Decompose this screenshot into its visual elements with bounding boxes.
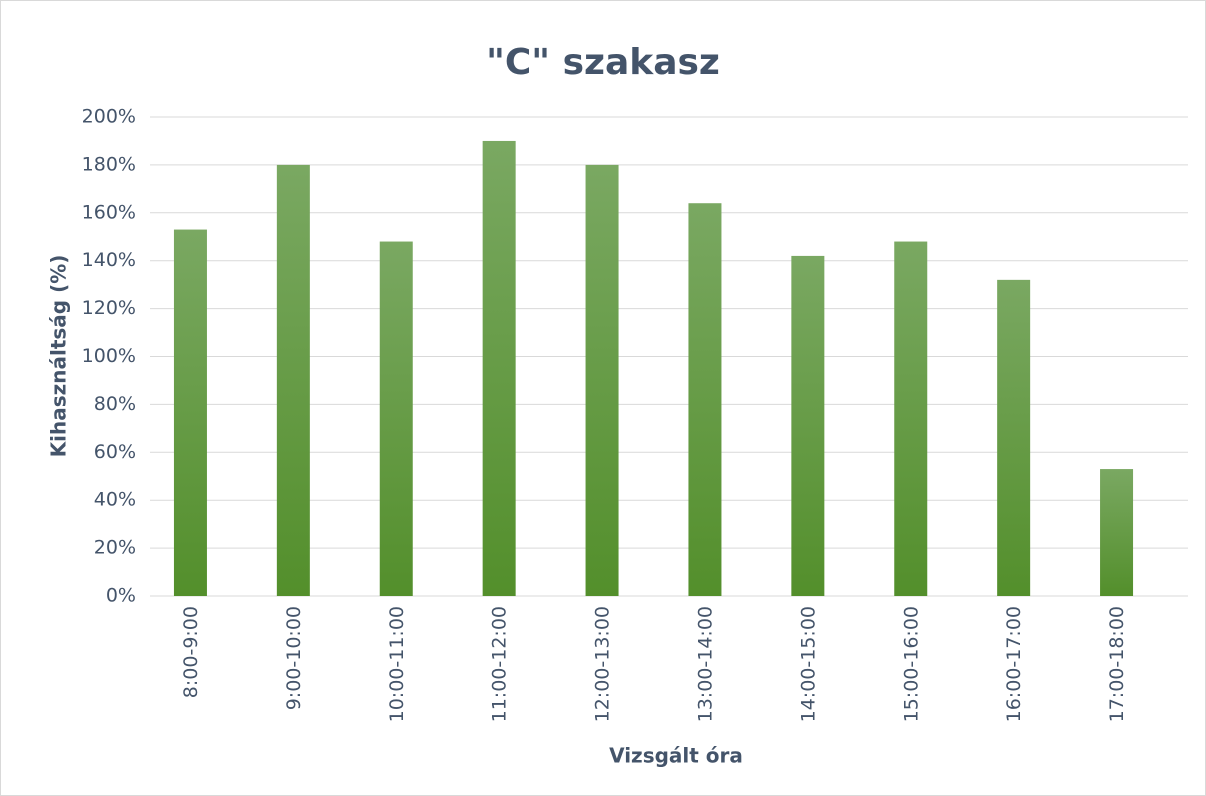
y-tick-label: 200% bbox=[82, 106, 136, 128]
x-axis-title: Vizsgált óra bbox=[609, 744, 743, 768]
y-tick-label: 0% bbox=[106, 585, 136, 607]
bar bbox=[173, 229, 207, 596]
x-tick-label: 12:00-13:00 bbox=[592, 606, 614, 722]
y-axis-title: Kihasználtság (%) bbox=[47, 255, 71, 458]
bar bbox=[1100, 469, 1134, 596]
y-tick-label: 100% bbox=[82, 345, 136, 367]
bar bbox=[276, 164, 310, 596]
x-tick-label: 14:00-15:00 bbox=[797, 606, 819, 722]
bar bbox=[688, 203, 722, 596]
y-tick-label: 120% bbox=[82, 297, 136, 319]
y-tick-label: 20% bbox=[94, 537, 136, 559]
x-tick-label: 15:00-16:00 bbox=[900, 606, 922, 722]
chart-title: "C" szakasz bbox=[486, 42, 720, 83]
x-tick-label: 9:00-10:00 bbox=[283, 606, 305, 710]
x-tick-label: 17:00-18:00 bbox=[1106, 606, 1128, 722]
y-tick-label: 80% bbox=[94, 393, 136, 415]
x-tick-label: 16:00-17:00 bbox=[1003, 606, 1025, 722]
bar bbox=[791, 255, 825, 596]
x-tick-label: 11:00-12:00 bbox=[489, 606, 511, 722]
bar bbox=[482, 140, 516, 596]
y-tick-label: 40% bbox=[94, 489, 136, 511]
y-tick-label: 60% bbox=[94, 441, 136, 463]
bar bbox=[997, 279, 1031, 596]
x-tick-label: 10:00-11:00 bbox=[386, 606, 408, 722]
y-tick-label: 140% bbox=[82, 249, 136, 271]
y-tick-label: 160% bbox=[82, 201, 136, 223]
bar bbox=[894, 241, 928, 597]
bar bbox=[379, 241, 413, 597]
bar bbox=[585, 164, 619, 596]
y-tick-label: 180% bbox=[82, 153, 136, 175]
x-tick-label: 13:00-14:00 bbox=[694, 606, 716, 722]
x-tick-label: 8:00-9:00 bbox=[180, 606, 202, 698]
